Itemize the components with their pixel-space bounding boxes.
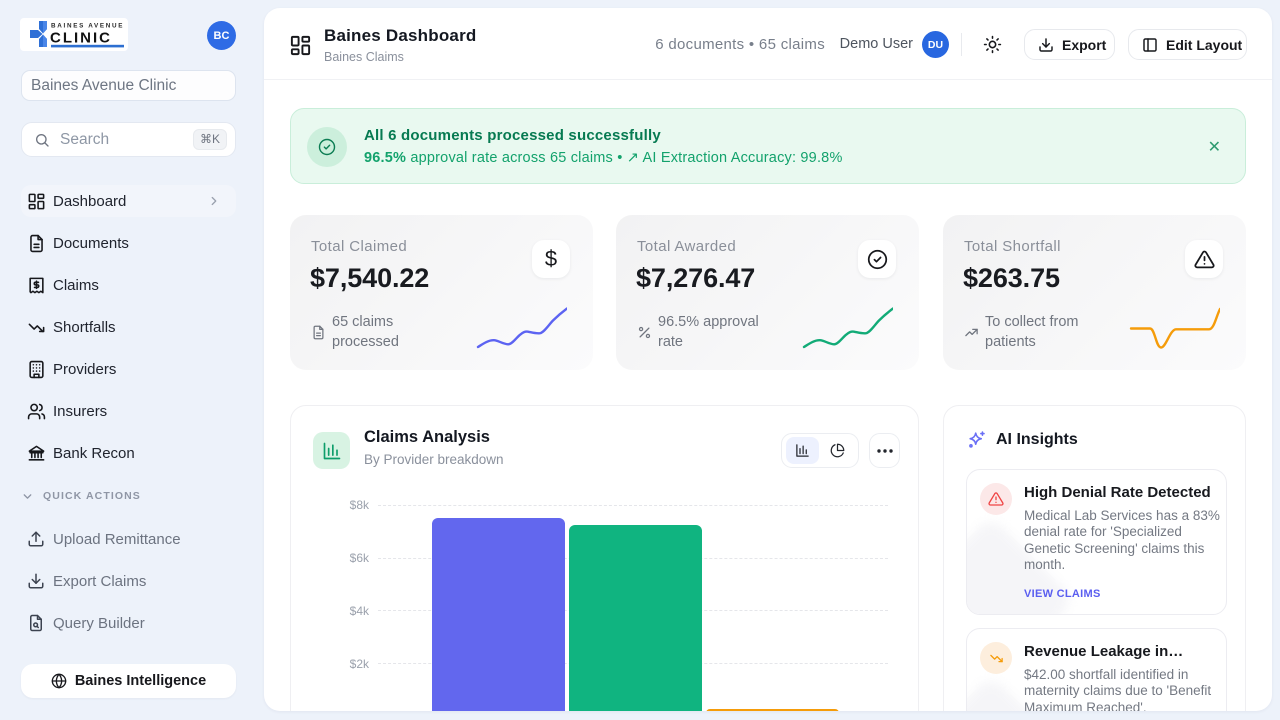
- svg-text:CLINIC: CLINIC: [50, 30, 112, 47]
- svg-text:BAINES AVENUE: BAINES AVENUE: [51, 23, 124, 30]
